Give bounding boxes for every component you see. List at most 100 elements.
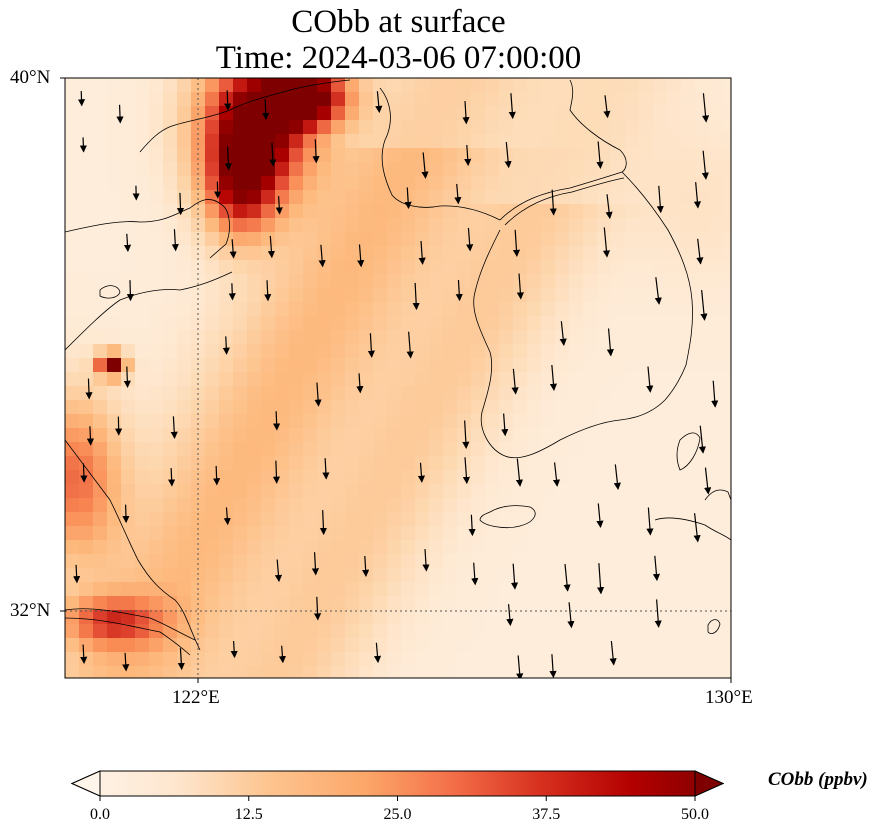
wind-arrow (406, 331, 414, 359)
wind-arrow (701, 150, 709, 180)
wind-arrow (319, 510, 328, 536)
wind-arrow (312, 139, 320, 164)
wind-arrow (122, 504, 130, 524)
wind-arrow (567, 602, 575, 629)
wind-arrow (455, 279, 463, 302)
wind-arrow (322, 458, 330, 480)
lon-tick-130e: 130°E (705, 687, 753, 708)
wind-arrow (516, 655, 524, 678)
wind-arrow (504, 142, 512, 169)
wind-arrow (654, 277, 662, 305)
colorbar-tick: 37.5 (532, 806, 561, 823)
colorbar-label: CObb (ppbv) (768, 769, 868, 790)
wind-arrow (116, 104, 124, 124)
wind-arrow (313, 596, 322, 621)
wind-arrow (269, 142, 277, 167)
lat-tick-32n: 32°N (10, 600, 51, 621)
wind-arrow (274, 559, 283, 583)
wind-arrow (605, 194, 613, 220)
wind-arrow (462, 101, 470, 125)
wind-arrow (177, 648, 185, 671)
wind-arrow (696, 238, 704, 265)
wind-arrow (418, 241, 426, 265)
wind-arrow (549, 364, 558, 391)
lon-tick-122e: 122°E (172, 687, 220, 708)
wind-arrow (229, 239, 237, 259)
colorbar-tick: 50.0 (681, 806, 709, 823)
wind-arrow (80, 644, 88, 665)
wind-arrow (646, 507, 654, 536)
colorbar (70, 770, 725, 801)
wind-arrow (224, 90, 232, 111)
wind-arrow (168, 468, 176, 487)
colorbar-tick: 25.0 (383, 806, 412, 823)
wind-arrow (506, 604, 514, 627)
wind-arrow (462, 457, 471, 485)
axis-ticks (60, 77, 732, 683)
wind-arrow (356, 373, 364, 394)
wind-arrow (417, 462, 426, 483)
wind-arrow (508, 93, 516, 120)
wind-arrow (375, 91, 383, 114)
colorbar-tick: 0.0 (90, 806, 110, 823)
wind-arrow (563, 563, 571, 592)
wind-arrow (228, 283, 236, 301)
wind-arrow (86, 426, 95, 446)
wind-arrow (596, 563, 605, 595)
wind-arrow (515, 458, 524, 487)
wind-arrow (464, 144, 472, 167)
chart-title-line-2: Time: 2024-03-06 07:00:00 (215, 40, 582, 76)
wind-arrow (701, 93, 710, 123)
wind-arrow (596, 141, 604, 169)
lat-tick-40n: 40°N (10, 67, 51, 88)
wind-arrow (80, 463, 88, 483)
wind-arrow (230, 641, 238, 659)
wind-arrow (704, 467, 712, 495)
wind-arrow (267, 235, 276, 259)
wind-arrow (314, 382, 322, 407)
wind-arrow (501, 413, 509, 437)
wind-arrow (646, 366, 654, 393)
wind-arrow (613, 464, 621, 491)
wind-arrow (176, 192, 185, 216)
wind-arrow (552, 462, 561, 487)
wind-arrow (654, 599, 662, 628)
wind-arrow (471, 562, 479, 586)
wind-arrow (170, 416, 178, 439)
wind-arrow (693, 182, 701, 209)
chart-title-line-1: CObb at surface (291, 4, 506, 40)
wind-arrow (123, 366, 131, 388)
wind-arrow (222, 336, 230, 355)
wind-arrow (275, 196, 283, 215)
wind-vectors (73, 90, 719, 678)
wind-arrow (462, 420, 470, 449)
wind-arrow (512, 229, 521, 257)
colorbar-tick: 12.5 (234, 806, 263, 823)
wind-arrow (362, 555, 370, 577)
wind-arrow (224, 146, 232, 171)
wind-arrow (468, 514, 476, 537)
wind-arrow (421, 152, 429, 179)
wind-arrow (412, 282, 420, 311)
wind-arrow (422, 548, 430, 572)
wind-arrow (273, 411, 281, 431)
wind-arrow (213, 465, 221, 486)
wind-arrow (511, 368, 519, 395)
wind-arrow (122, 652, 130, 672)
wind-arrow (602, 227, 611, 258)
wind-arrow (357, 244, 365, 268)
wind-arrow (126, 280, 134, 302)
wind-arrow (223, 507, 231, 526)
wind-arrow (549, 189, 557, 216)
wind-arrow (262, 99, 270, 121)
wind-arrow (609, 640, 617, 666)
wind-arrow (606, 328, 614, 357)
wind-arrow (272, 460, 281, 484)
wind-arrow (652, 555, 661, 582)
wind-arrow (603, 95, 611, 119)
wind-arrow (77, 91, 86, 107)
wind-arrow (559, 321, 567, 346)
wind-arrow (367, 333, 375, 358)
wind-arrow (700, 289, 708, 321)
